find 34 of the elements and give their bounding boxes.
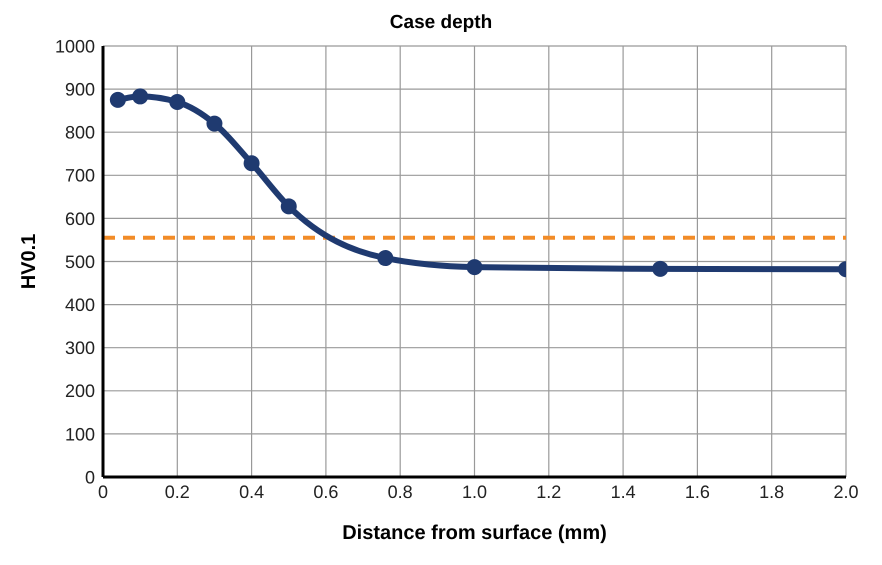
x-tick-label: 0.2 — [164, 482, 190, 502]
x-tick-label: 0 — [98, 482, 108, 502]
x-tick-label: 1.2 — [536, 482, 562, 502]
y-axis-title: HV0.1 — [18, 234, 40, 290]
point — [280, 198, 297, 214]
y-tick-label: 1000 — [54, 36, 95, 56]
point — [652, 260, 668, 277]
x-tick-label: 0.4 — [239, 482, 264, 502]
chart-title: Case depth — [388, 11, 494, 35]
x-tick-label: 1.8 — [759, 482, 784, 502]
y-tick-label: 400 — [64, 294, 95, 315]
y-tick-label: 900 — [64, 79, 95, 100]
x-tick-label: 0.8 — [388, 482, 413, 502]
point — [169, 94, 186, 110]
x-tick-label: 1.0 — [462, 482, 488, 502]
point — [244, 155, 260, 172]
y-tick-label: 300 — [64, 338, 95, 358]
y-tick-label: 200 — [64, 381, 95, 402]
y-tick-label: 0 — [84, 467, 95, 488]
point — [110, 92, 126, 108]
x-tick-label: 2.0 — [833, 482, 859, 502]
point — [206, 116, 222, 132]
x-tick-label: 0.6 — [313, 482, 338, 502]
x-tick-label: 1.4 — [610, 482, 636, 502]
point — [377, 250, 394, 266]
point — [132, 88, 148, 104]
y-tick-label: 100 — [64, 424, 95, 444]
y-tick-label: 800 — [64, 122, 95, 143]
x-axis-title: Distance from surface (mm) — [342, 522, 607, 544]
x-tick-label: 1.6 — [684, 482, 710, 502]
y-tick-label: 500 — [64, 252, 95, 272]
point — [466, 259, 482, 276]
y-tick-label: 700 — [64, 166, 95, 186]
y-tick-label: 600 — [64, 208, 95, 229]
